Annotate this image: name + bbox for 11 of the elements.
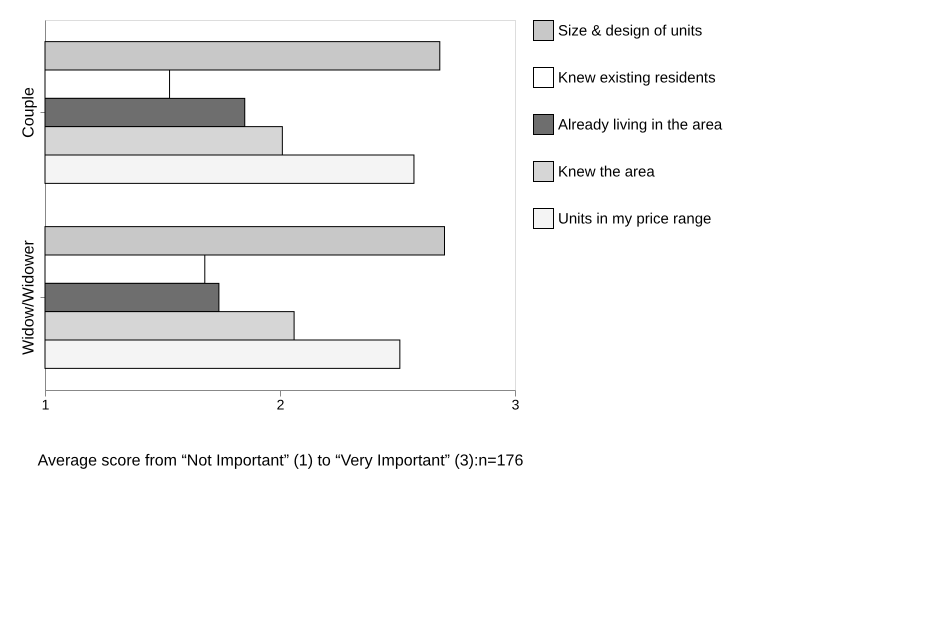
legend-label: Units in my price range [558,210,712,228]
x-axis-title: Average score from “Not Important” (1) to “Very Important” (3):n=176 [38,452,524,470]
y-tick-label: Widow/Widower [20,239,38,355]
legend-label: Already living in the area [558,116,723,134]
x-tick-label: 1 [42,396,50,412]
legend-label: Knew existing residents [558,70,716,86]
legend-label: Knew the area [558,164,656,180]
x-tick-label: 3 [512,396,520,412]
x-tick-label: 2 [276,396,285,412]
y-tick-label: Couple [20,87,38,138]
legend-label: Size & design of units [558,22,702,40]
